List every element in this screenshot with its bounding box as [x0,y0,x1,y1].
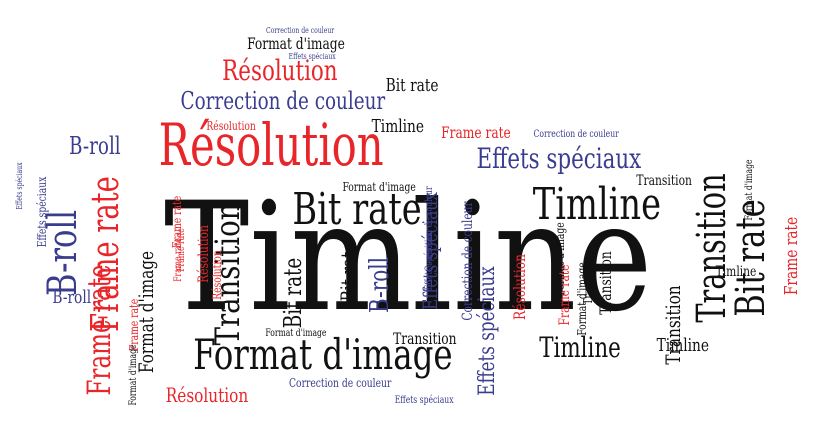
word-correction-de-couleur: Correction de couleur [266,26,335,35]
word-bit-rate: Bit rate [385,75,439,96]
word-frame-rate: Frame rate [79,264,118,396]
word-resolution: Résolution [158,111,384,179]
word-format-d-image: Format d'image [193,330,453,379]
word-correction-de-couleur: Correction de couleur [533,129,619,140]
word-format-d-image: Format d'image [127,344,139,406]
word-transition: Transition [661,285,686,365]
word-frame-rate: Frame rate [176,228,188,272]
word-timline: Timline [532,179,662,230]
word-b-roll: B-roll [364,257,395,313]
word-resolution: Résolution [509,254,529,320]
word-timline: Timline [163,171,653,345]
word-b-roll: B-roll [40,209,87,297]
word-transition: Transition [636,173,692,189]
word-effets-speciaux: Effets spéciaux [288,52,336,61]
word-frame-rate: Frame rate [441,123,511,142]
word-effets-speciaux: Effets spéciaux [15,162,25,210]
word-transition: Transition [393,329,457,348]
word-transition: Transition [595,251,615,315]
word-transition: Transition [580,257,595,305]
word-effets-speciaux: Effets spéciaux [476,142,642,175]
word-b-roll: B-roll [52,287,92,308]
word-transition: Transition [688,173,735,323]
word-correction-de-couleur: Correction de couleur [180,87,386,115]
word-correction-de-couleur: Correction de couleur [424,186,436,272]
word-effets-speciaux: Effets spéciaux [35,176,50,248]
word-effets-speciaux: Effets spéciaux [475,266,501,396]
word-correction-de-couleur: Correction de couleur [289,376,392,390]
word-format-d-image: Format d'image [553,222,568,296]
word-resolution: Résolution [210,250,225,300]
word-bit-rate: Bit rate [292,184,422,235]
word-frame-rate: Frame rate [781,216,803,296]
word-resolution: Résolution [222,54,338,87]
word-format-d-image: Format d'image [247,34,345,53]
word-timline: Timline [539,331,621,364]
word-format-d-image: Format d'image [265,328,327,339]
word-effets-speciaux: Effets spéciaux [394,395,454,406]
word-format-d-image: Format d'image [743,159,755,221]
word-resolution: Résolution [206,119,256,133]
word-b-roll: B-roll [69,132,121,160]
word-frame-rate: Frame rate [127,298,142,352]
word-bit-rate: Bit rate [336,242,361,302]
word-timline: Timline [656,335,710,356]
word-resolution: Résolution [195,225,212,283]
word-format-d-image: Format d'image [342,180,416,194]
word-timline: Timline [715,264,757,280]
word-resolution: Résolution [165,383,249,407]
word-timline: Timline [371,116,425,137]
word-bit-rate: Bit rate [278,257,307,329]
word-correction-de-couleur: Correction de couleur [460,201,477,321]
